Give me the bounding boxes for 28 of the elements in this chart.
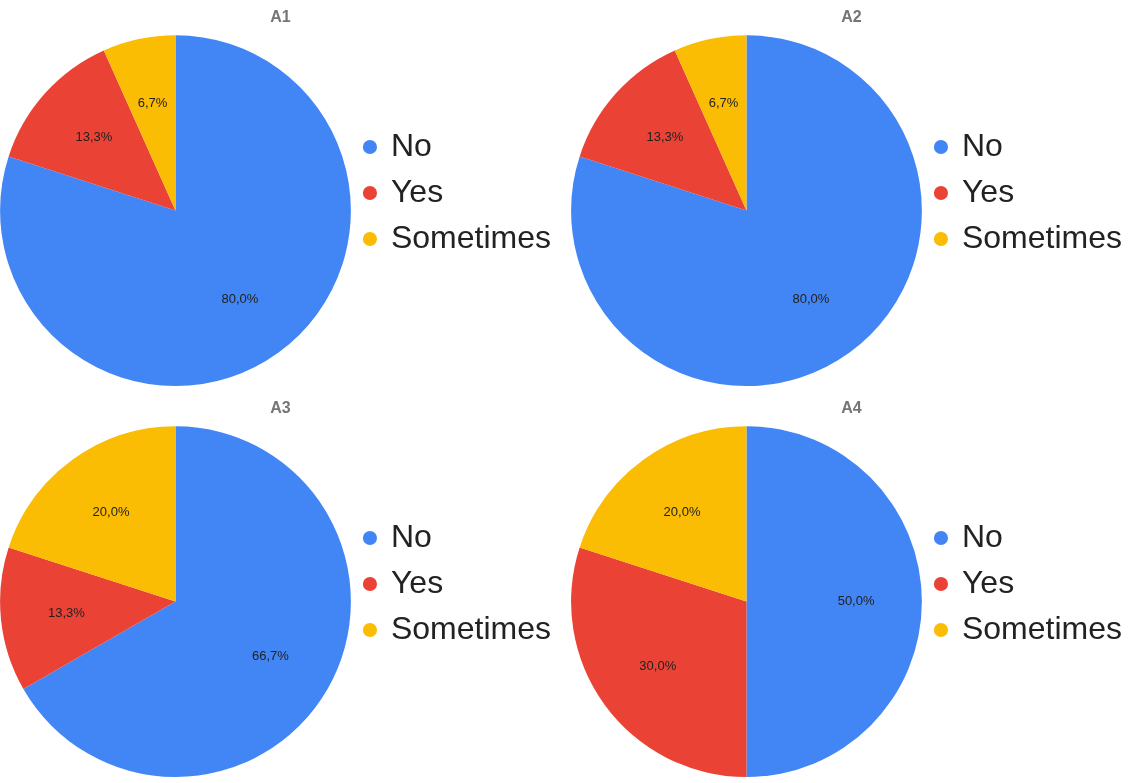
legend-label: Sometimes [961, 609, 1122, 646]
legend-label: Yes [390, 172, 444, 209]
data-label: 80,0% [221, 290, 259, 306]
legend-label: No [961, 517, 1003, 554]
data-label: 50,0% [837, 593, 875, 609]
legend-label: No [961, 126, 1003, 163]
data-label: 6,7% [708, 94, 739, 110]
legend-label: Sometimes [390, 609, 551, 646]
legend-label: Sometimes [390, 218, 551, 255]
legend-label: Yes [961, 563, 1015, 600]
data-label: 80,0% [792, 290, 830, 306]
data-label: 30,0% [639, 657, 677, 673]
data-label: 6,7% [137, 94, 168, 110]
data-label: 20,0% [92, 504, 130, 520]
data-label: 13,3% [48, 604, 86, 620]
data-label: 13,3% [75, 128, 113, 144]
legend-label: No [390, 517, 432, 554]
chart-title: A2 [841, 8, 862, 26]
data-label: 20,0% [663, 504, 701, 520]
chart-title: A4 [841, 399, 862, 417]
legend-label: No [390, 126, 432, 163]
data-label: 66,7% [251, 648, 290, 664]
chart-title: A3 [270, 399, 291, 417]
chart-title: A1 [270, 8, 291, 26]
legend-label: Sometimes [961, 218, 1122, 255]
legend-label: Yes [961, 172, 1015, 209]
legend-label: Yes [390, 563, 444, 600]
data-label: 13,3% [646, 128, 684, 144]
